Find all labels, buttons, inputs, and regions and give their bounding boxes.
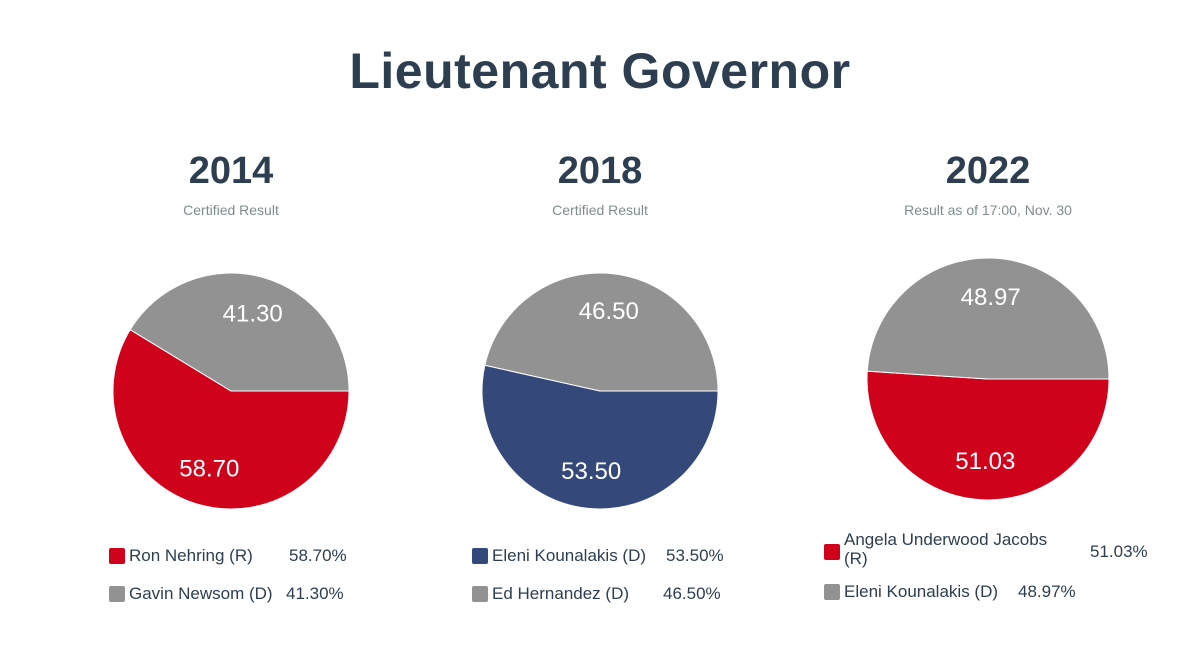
pie-slice-label: 51.03 (955, 448, 1015, 475)
legend-entry: Ed Hernandez (D) 46.50% (472, 584, 732, 608)
legend-value: 46.50% (663, 584, 721, 603)
legend-entry: Gavin Newsom (D) 41.30% (109, 584, 369, 608)
chart-panel-2014: 2014 Certified Result 58.70 41.30 Ron Neh… (41, 0, 421, 666)
pie-slice-label: 48.97 (961, 284, 1021, 311)
pie-slice (112, 328, 350, 510)
legend-swatch (824, 544, 840, 560)
pie-slice-label: 46.50 (579, 298, 639, 325)
legend-swatch (109, 586, 125, 602)
legend-value: 58.70% (289, 546, 347, 565)
page-title: Lieutenant Governor (349, 43, 851, 99)
chart-panel-2018: 2018 Certified Result 53.50 46.50 Eleni K… (410, 0, 790, 666)
pie-slice-label: 41.30 (223, 301, 283, 328)
pie-chart-2022: 51.03 48.97 (866, 257, 1110, 501)
pie-slice (481, 364, 719, 510)
chart-subtitle: Certified Result (552, 202, 648, 218)
legend-swatch (109, 548, 125, 564)
legend-swatch (824, 584, 840, 600)
pie-slice (866, 257, 1110, 380)
pie-chart-2014: 58.70 41.30 (112, 272, 350, 510)
legend-value: 48.97% (1018, 582, 1076, 601)
legend-value: 51.03% (1090, 542, 1148, 561)
legend-label: Ron Nehring (R) (129, 546, 253, 565)
pie-slice (129, 272, 350, 392)
chart-panel-2022: 2022 Result as of 17:00, Nov. 30 51.03 48… (798, 0, 1178, 666)
chart-year: 2014 (188, 150, 274, 192)
legend-label: Gavin Newsom (D) (129, 584, 273, 603)
legend-swatch (472, 548, 488, 564)
chart-subtitle: Certified Result (183, 202, 279, 218)
legend-label: Angela Underwood Jacobs (R) (844, 530, 1048, 568)
legend-value: 41.30% (286, 584, 344, 603)
chart-subtitle: Result as of 17:00, Nov. 30 (904, 202, 1072, 218)
legend-entry: Eleni Kounalakis (D) 53.50% (472, 546, 732, 570)
legend-value: 53.50% (666, 546, 724, 565)
legend-entry: Eleni Kounalakis (D) 48.97% (824, 582, 1124, 606)
chart-year: 2022 (945, 150, 1031, 192)
pie-slice-label: 58.70 (179, 455, 239, 482)
pie-slice (866, 370, 1110, 501)
legend-label: Eleni Kounalakis (D) (844, 582, 999, 601)
legend-label: Ed Hernandez (D) (492, 584, 630, 603)
legend-label: Eleni Kounalakis (D) (492, 546, 647, 565)
pie-chart-2018: 53.50 46.50 (481, 272, 719, 510)
legend-entry: Angela Underwood Jacobs (R) 51.03% (824, 530, 1164, 574)
pie-slice-label: 53.50 (561, 458, 621, 485)
legend-entry: Ron Nehring (R) 58.70% (109, 546, 349, 570)
chart-year: 2018 (557, 150, 643, 192)
pie-slice (484, 272, 719, 392)
legend-swatch (472, 586, 488, 602)
